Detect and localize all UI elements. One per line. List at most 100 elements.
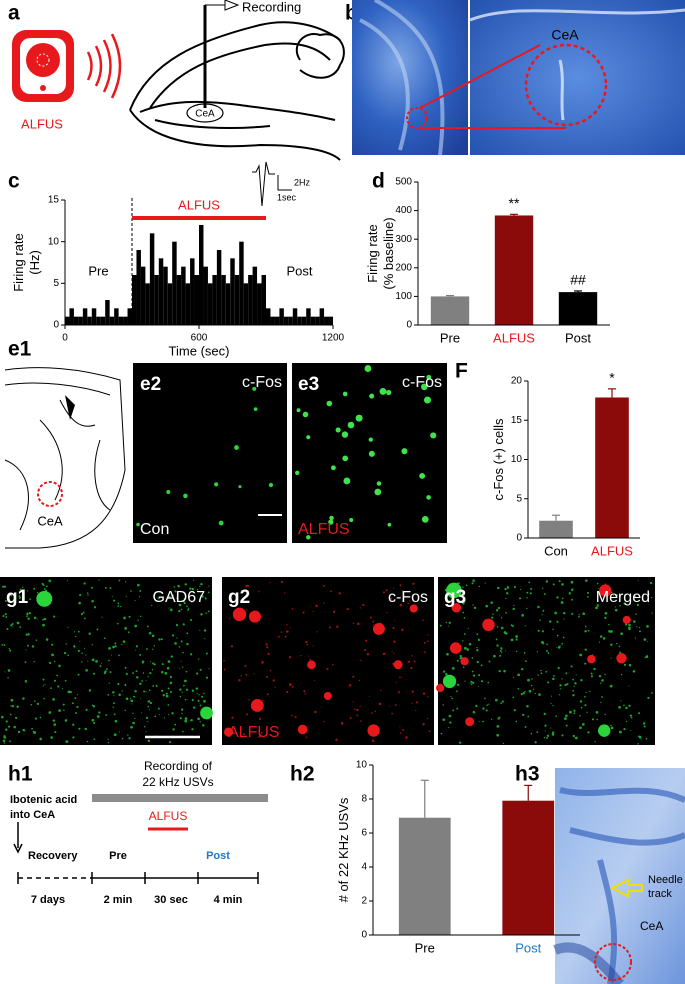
cell	[17, 730, 21, 734]
cell	[465, 717, 475, 727]
cell	[205, 652, 208, 655]
phase-label: Recovery	[28, 850, 78, 862]
cell	[587, 629, 590, 632]
cell	[536, 651, 539, 653]
cell	[550, 727, 552, 729]
cell	[87, 660, 89, 662]
cell	[76, 694, 79, 696]
cell	[650, 692, 653, 694]
cell	[83, 617, 86, 620]
cell	[542, 609, 545, 612]
cell	[181, 666, 184, 668]
cell	[139, 615, 142, 618]
cell	[484, 582, 486, 584]
cell	[646, 640, 648, 642]
cell	[519, 597, 522, 600]
cell	[415, 709, 417, 712]
cell	[471, 657, 474, 659]
cell	[63, 709, 65, 712]
x-tick-label: 0	[62, 333, 68, 344]
cell	[64, 679, 67, 682]
cell	[146, 625, 149, 628]
y-axis-label: Firing rate(Hz)	[11, 233, 42, 292]
cell	[619, 730, 622, 734]
cell	[291, 714, 293, 717]
cell	[637, 735, 640, 738]
cell	[7, 669, 11, 672]
cell	[585, 691, 587, 694]
cell	[52, 719, 56, 722]
cell	[372, 624, 374, 626]
panel-label: h3	[515, 763, 540, 786]
cell	[290, 627, 292, 629]
cell	[529, 592, 532, 595]
cell	[84, 727, 87, 731]
cell	[67, 690, 71, 694]
cell	[407, 602, 410, 605]
cell	[543, 593, 546, 595]
cell	[180, 660, 182, 662]
cell	[96, 715, 100, 718]
cell	[629, 714, 633, 717]
cell	[127, 734, 129, 736]
recording-label: Recording of	[144, 759, 213, 773]
cell	[459, 657, 461, 660]
cell	[199, 591, 202, 593]
cell	[543, 736, 546, 739]
cell	[8, 648, 10, 650]
cell	[613, 595, 615, 597]
cell	[43, 584, 45, 586]
cell	[104, 586, 107, 589]
cell	[546, 734, 550, 737]
cell	[541, 614, 543, 616]
cell	[348, 687, 350, 689]
histogram-bar	[234, 275, 240, 325]
cell	[539, 619, 541, 621]
cell	[166, 489, 171, 495]
cell	[570, 580, 574, 584]
cell	[128, 737, 131, 740]
cell	[633, 595, 636, 598]
cell	[573, 712, 576, 715]
cell	[118, 579, 121, 582]
cell	[77, 649, 80, 652]
cell	[459, 654, 462, 658]
cell	[451, 697, 453, 700]
histogram-bar	[105, 300, 110, 325]
cell	[22, 697, 25, 700]
cell	[464, 680, 466, 682]
x-tick-label: ALFUS	[493, 330, 535, 345]
x-tick-label: Post	[515, 940, 541, 955]
cell	[85, 654, 87, 656]
y-tick-label: 5	[53, 278, 59, 289]
cell	[635, 613, 637, 615]
cell	[335, 427, 341, 433]
cell	[363, 649, 367, 652]
histogram-bar	[319, 308, 325, 325]
cell	[1, 643, 4, 646]
cell	[178, 646, 181, 648]
cell	[359, 705, 361, 708]
cell	[399, 676, 401, 679]
cell	[456, 659, 459, 662]
cell	[132, 712, 134, 715]
cell	[359, 659, 362, 661]
cell	[510, 638, 514, 642]
cell	[130, 590, 132, 592]
cell	[245, 584, 248, 588]
cell	[141, 680, 143, 682]
panel-label: F	[455, 360, 468, 383]
histogram-bar	[324, 316, 329, 325]
cell	[130, 725, 133, 729]
duration-label: 30 sec	[154, 894, 188, 906]
cell	[562, 636, 565, 639]
arrow-head	[13, 843, 23, 854]
cell	[552, 583, 555, 586]
cell	[130, 699, 134, 703]
cell	[568, 592, 571, 595]
cell	[167, 660, 171, 663]
cell	[356, 708, 359, 712]
y-tick-label: 400	[395, 205, 412, 216]
panel-label: h1	[8, 763, 33, 786]
cell	[199, 629, 201, 631]
